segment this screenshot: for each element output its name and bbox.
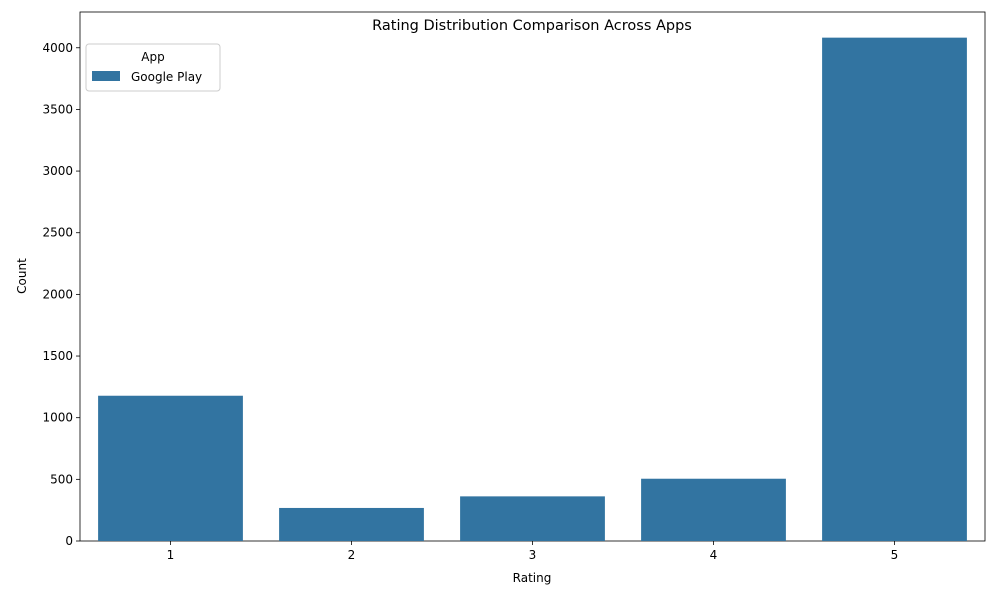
x-axis-label: Rating: [513, 571, 552, 585]
y-tick-label: 4000: [42, 41, 73, 55]
legend: App Google Play: [85, 43, 221, 92]
y-axis-ticks: 0 500 1000 1500 2000 2500 3000 3500 4000: [42, 41, 80, 548]
legend-swatch: [92, 71, 120, 81]
y-axis-label: Count: [15, 258, 29, 294]
x-tick-label: 1: [167, 548, 175, 562]
bar-rating-3: [460, 496, 605, 541]
y-tick-label: 3000: [42, 164, 73, 178]
y-tick-label: 0: [65, 534, 73, 548]
x-tick-label: 4: [710, 548, 718, 562]
y-tick-label: 2000: [42, 287, 73, 301]
x-tick-label: 2: [348, 548, 356, 562]
bar-rating-2: [279, 507, 424, 541]
y-tick-label: 1500: [42, 349, 73, 363]
legend-entry-google-play: Google Play: [131, 70, 202, 84]
legend-title: App: [141, 50, 164, 64]
chart-title: Rating Distribution Comparison Across Ap…: [372, 18, 692, 34]
bar-rating-4: [641, 478, 786, 541]
x-axis-ticks: 1 2 3 4 5: [167, 541, 899, 562]
bars-layer: [98, 37, 967, 541]
y-tick-label: 2500: [42, 226, 73, 240]
bar-rating-5: [822, 37, 967, 541]
y-tick-label: 3500: [42, 102, 73, 116]
x-tick-label: 3: [529, 548, 537, 562]
bar-rating-1: [98, 395, 243, 541]
y-tick-label: 1000: [42, 411, 73, 425]
x-tick-label: 5: [891, 548, 899, 562]
y-tick-label: 500: [50, 472, 73, 486]
